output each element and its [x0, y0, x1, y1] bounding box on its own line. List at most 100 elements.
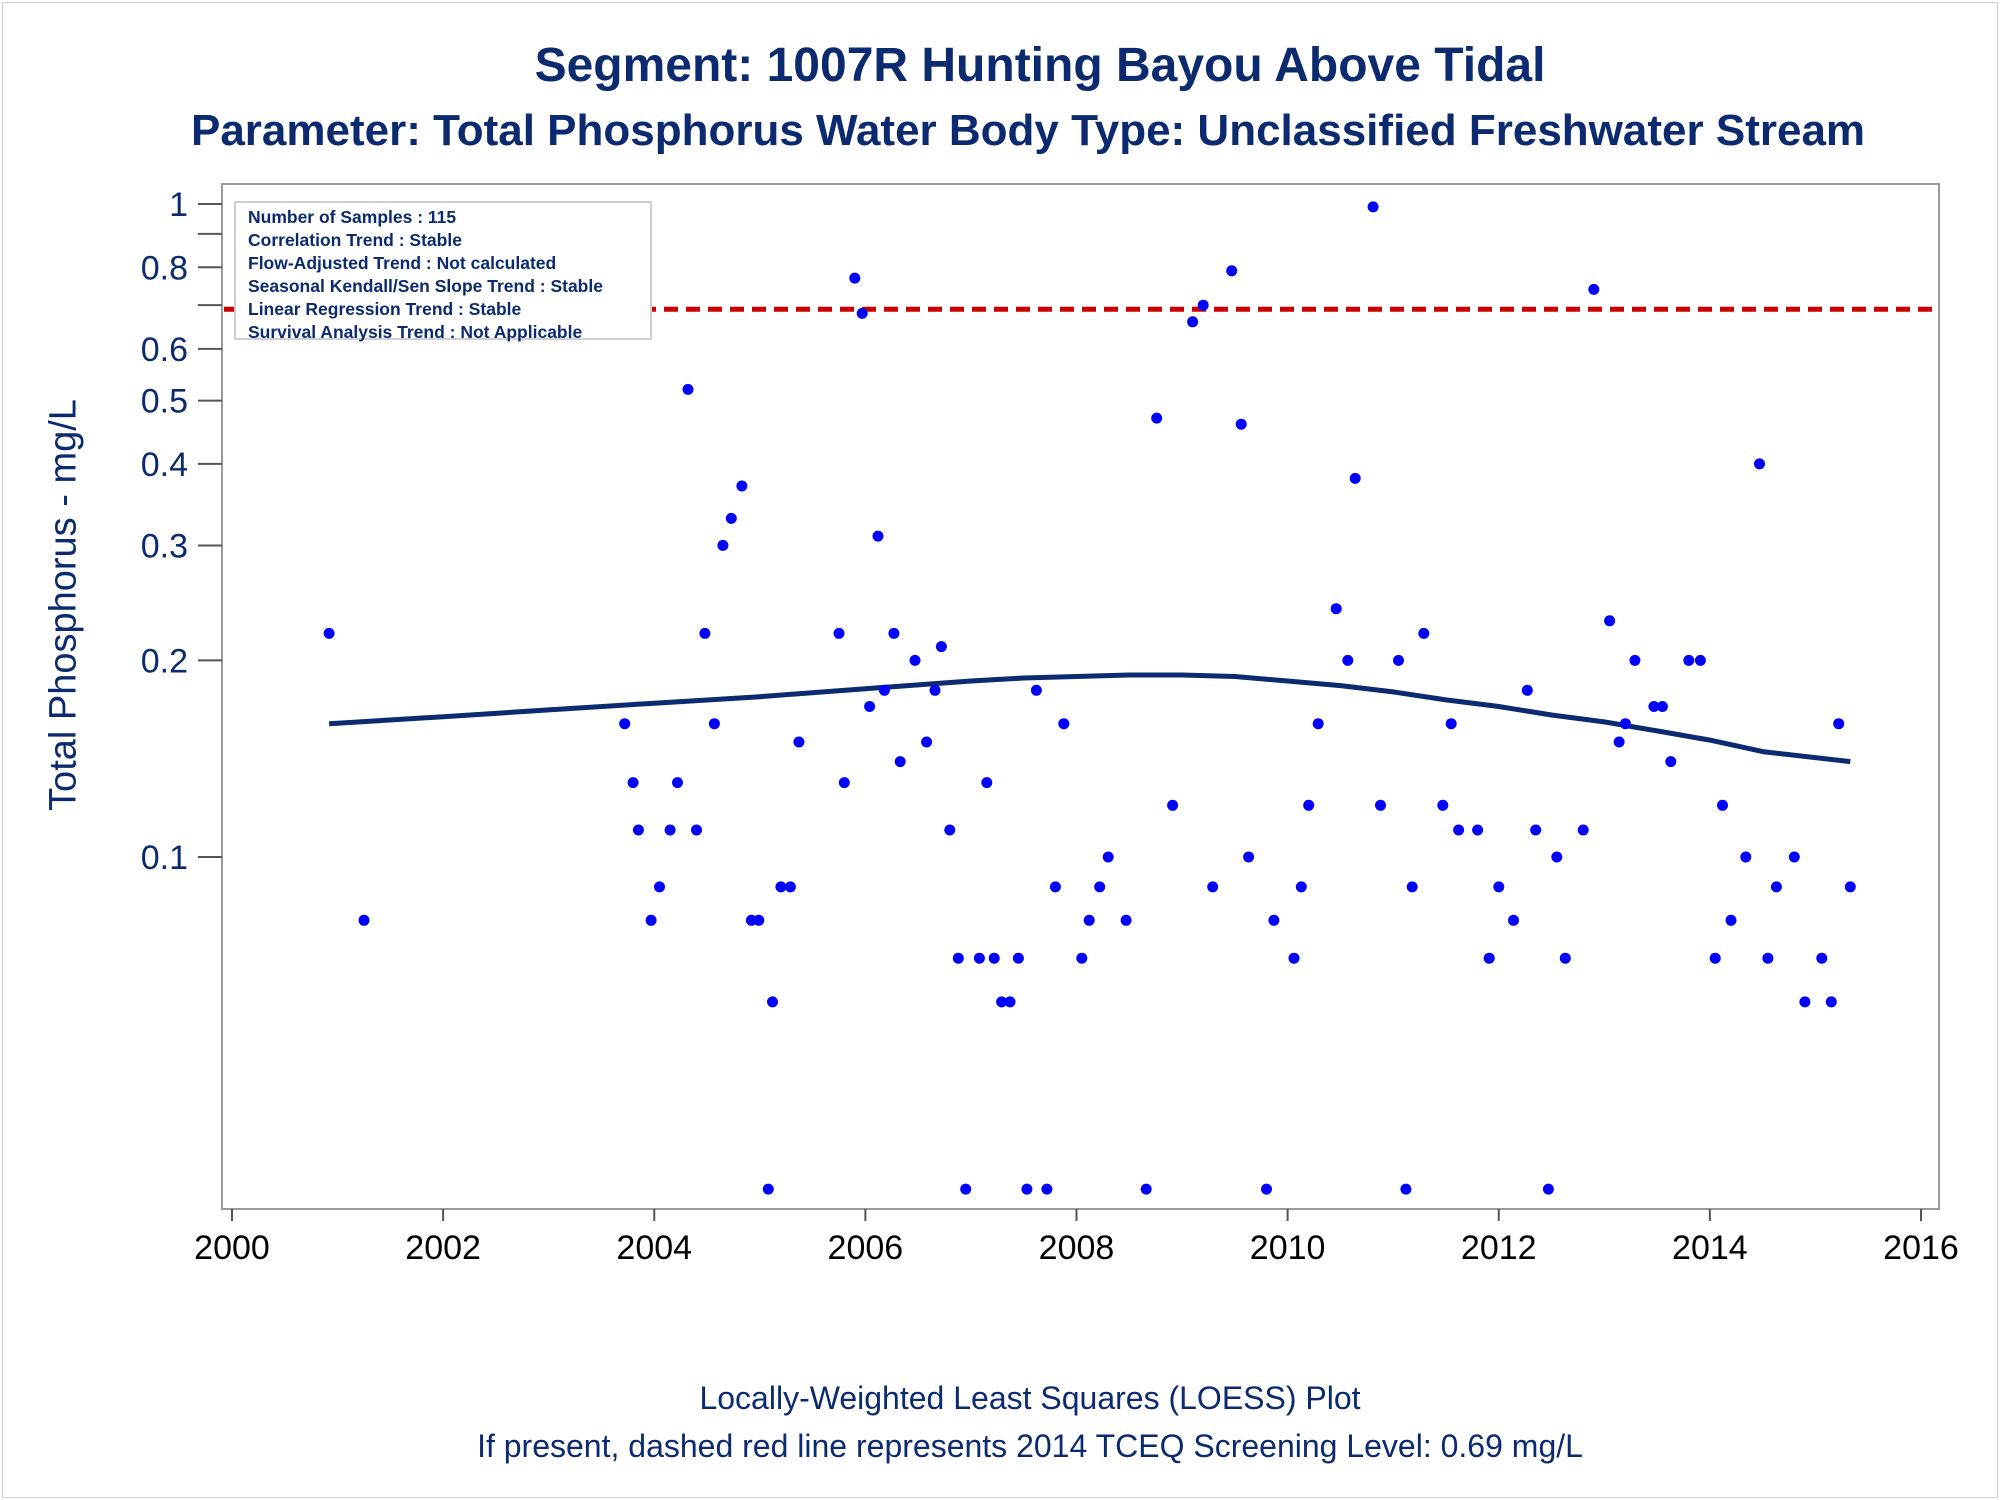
data-point [1542, 1183, 1554, 1195]
data-point [1151, 412, 1163, 424]
data-point [654, 881, 665, 893]
trend-stats-box: Number of Samples : 115 Correlation Tren… [234, 201, 652, 342]
data-point [725, 512, 737, 524]
data-point [691, 824, 702, 836]
data-point [1167, 799, 1179, 811]
data-point [682, 383, 694, 395]
data-point [1717, 799, 1728, 811]
data-point [1094, 881, 1106, 893]
data-point [1102, 851, 1114, 863]
data-point [1226, 265, 1238, 277]
data-point [1825, 996, 1837, 1008]
data-point [664, 824, 676, 836]
data-point [1551, 851, 1563, 863]
data-point [856, 307, 868, 319]
data-point [864, 701, 876, 712]
data-point [1076, 952, 1088, 964]
data-point [1295, 881, 1307, 893]
y-tick-label: 0.5 [141, 383, 188, 421]
data-point [1799, 996, 1811, 1008]
data-point [1694, 654, 1706, 666]
data-point [988, 952, 1000, 964]
x-tick-label: 2002 [405, 1229, 481, 1267]
data-point [1508, 914, 1519, 926]
data-point [1030, 684, 1042, 696]
data-point [1453, 824, 1465, 836]
data-point [1770, 881, 1782, 893]
chart-subtitle: Parameter: Total Phosphorus Water Body T… [190, 106, 1866, 155]
data-point [833, 627, 845, 639]
data-point [767, 996, 778, 1008]
data-point [1342, 654, 1354, 666]
data-point [1613, 736, 1625, 748]
stats-line: Number of Samples : 115 [248, 207, 457, 227]
data-point [1393, 654, 1404, 666]
data-point [323, 627, 335, 639]
y-tick-label: 0.2 [141, 642, 188, 680]
data-point [775, 881, 787, 893]
data-point [849, 272, 861, 284]
data-point [1648, 701, 1660, 712]
data-point [358, 914, 370, 926]
data-point [627, 777, 639, 789]
data-point [935, 641, 947, 653]
data-point [632, 824, 644, 836]
data-point [1120, 914, 1132, 926]
x-tick-label: 2006 [828, 1229, 904, 1267]
data-point [1140, 1183, 1152, 1195]
data-point [793, 736, 805, 748]
data-point [1725, 914, 1737, 926]
data-point [717, 539, 729, 551]
data-point [1049, 881, 1061, 893]
x-tick-label: 2004 [616, 1229, 692, 1267]
data-point [1418, 627, 1430, 639]
data-point [1493, 881, 1505, 893]
data-point [878, 684, 890, 696]
data-point [1588, 283, 1600, 295]
x-tick-label: 2000 [194, 1229, 270, 1267]
data-point [784, 881, 796, 893]
data-point [1243, 851, 1255, 863]
data-point [1629, 654, 1641, 666]
data-point [1483, 952, 1495, 964]
data-point [872, 530, 884, 542]
x-tick-label: 2012 [1461, 1229, 1537, 1267]
data-point [1406, 881, 1418, 893]
data-point [1004, 996, 1016, 1008]
data-point [753, 914, 765, 926]
chart-title: Segment: 1007R Hunting Bayou Above Tidal [534, 39, 1546, 92]
data-point [909, 654, 921, 666]
y-tick-label: 0.4 [141, 446, 188, 484]
plot-frame [221, 183, 1940, 1210]
y-tick-label: 0.6 [141, 331, 188, 369]
x-tick-label: 2014 [1672, 1229, 1748, 1267]
data-point [1261, 1183, 1272, 1195]
y-tick-label: 0.3 [141, 527, 188, 565]
data-point [1235, 418, 1247, 430]
data-point [1349, 472, 1361, 484]
data-point [1330, 603, 1342, 615]
data-point [981, 777, 993, 789]
data-point [996, 996, 1008, 1008]
stats-line: Flow-Adjusted Trend : Not calculated [248, 253, 557, 273]
data-point [708, 718, 720, 730]
data-point [1288, 952, 1300, 964]
data-point [1375, 799, 1386, 811]
data-point [1656, 701, 1668, 712]
data-point [1762, 952, 1774, 964]
loess-curve [328, 672, 1851, 765]
data-point [1665, 756, 1677, 768]
data-point [1207, 881, 1219, 893]
y-tick-label: 0.8 [141, 249, 188, 287]
data-point [1683, 654, 1695, 666]
x-tick-label: 2008 [1039, 1229, 1115, 1267]
data-point [1197, 299, 1209, 311]
data-point [1303, 799, 1315, 811]
data-point [699, 627, 711, 639]
y-tick-label: 1 [169, 186, 188, 224]
data-point [838, 777, 850, 789]
data-point [1187, 316, 1199, 328]
data-point [762, 1183, 774, 1195]
data-point [1445, 718, 1457, 730]
